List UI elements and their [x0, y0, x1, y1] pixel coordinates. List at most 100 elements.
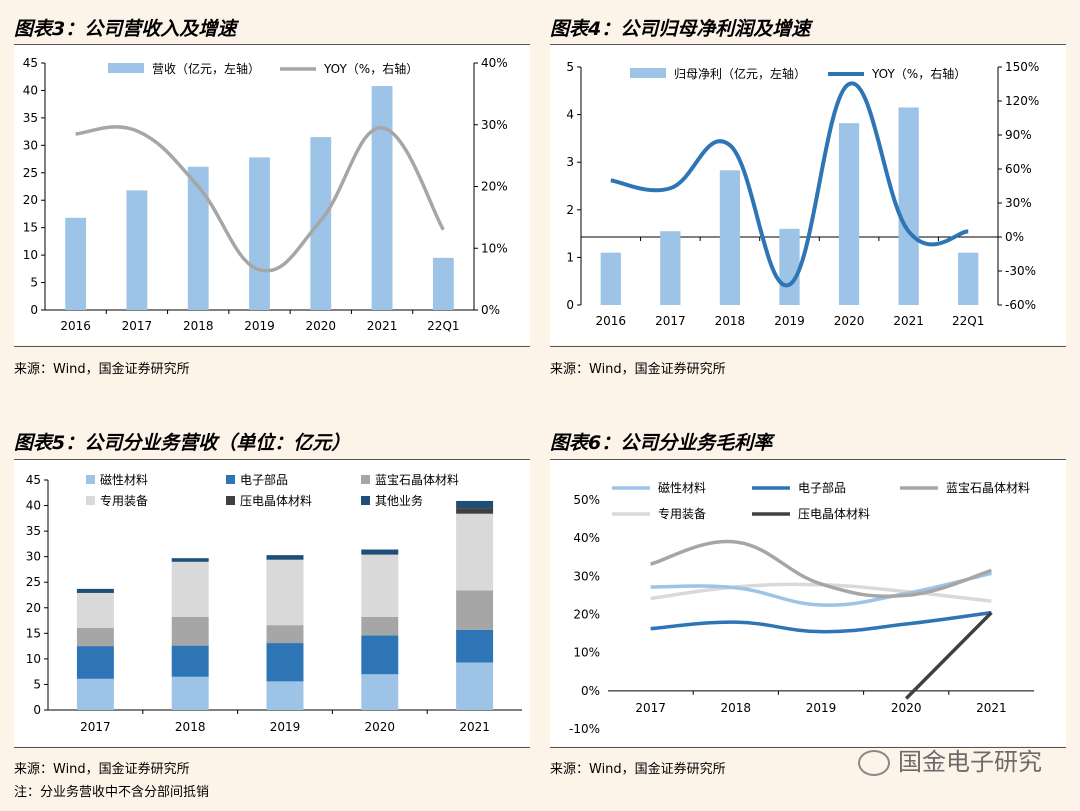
x-tick-label: 2017 — [655, 314, 686, 328]
left-tick-label: 30 — [23, 138, 38, 152]
x-tick-label: 2019 — [270, 720, 301, 734]
legend-label: 蓝宝石晶体材料 — [946, 481, 1030, 495]
stacked-bar-segment — [456, 629, 494, 663]
stacked-bar-segment — [266, 559, 304, 626]
legend-swatch — [86, 496, 95, 505]
bar — [432, 257, 454, 310]
panel2-bottom-rule — [550, 346, 1066, 347]
x-tick-label: 2019 — [244, 319, 275, 333]
left-tick-label: 50% — [573, 493, 600, 507]
right-tick-label: 90% — [1005, 128, 1032, 142]
left-tick-label: -10% — [569, 722, 600, 736]
stacked-bar-segment — [361, 635, 399, 675]
x-tick-label: 2020 — [365, 720, 396, 734]
left-tick-label: 2 — [566, 203, 574, 217]
legend-swatch — [86, 475, 95, 484]
x-tick-label: 2021 — [459, 720, 490, 734]
left-tick-label: 1 — [566, 250, 574, 264]
legend-label-line: YOY（%，右轴） — [323, 61, 418, 76]
stacked-bar-segment — [456, 590, 494, 630]
legend-swatch-bar — [108, 63, 144, 73]
bar — [126, 190, 148, 310]
stacked-bar-segment — [361, 554, 399, 617]
bar — [600, 252, 621, 305]
x-tick-label: 2020 — [834, 314, 865, 328]
panel1-title: 图表3：公司营收入及增速 — [14, 18, 237, 40]
left-tick-label: 0 — [33, 703, 41, 717]
left-tick-label: 20 — [23, 193, 38, 207]
left-tick-label: 40 — [26, 499, 41, 513]
x-tick-label: 2019 — [806, 701, 837, 715]
stacked-bar-segment — [361, 674, 399, 710]
bar — [660, 231, 681, 305]
left-tick-label: 20 — [26, 601, 41, 615]
left-tick-label: 10 — [23, 248, 38, 262]
x-tick-label: 2018 — [175, 720, 206, 734]
left-tick-label: 45 — [23, 56, 38, 70]
x-tick-label: 2018 — [715, 314, 746, 328]
right-tick-label: 20% — [481, 180, 508, 194]
right-tick-label: -60% — [1005, 298, 1036, 312]
left-tick-label: 15 — [26, 626, 41, 640]
stacked-bar-segment — [76, 627, 114, 647]
left-tick-label: 3 — [566, 155, 574, 169]
panel3-source: 来源：Wind，国金证券研究所 — [14, 762, 190, 777]
stacked-bar-segment — [171, 561, 209, 617]
stacked-bar-segment — [76, 678, 114, 710]
left-tick-label: 25 — [23, 166, 38, 180]
right-tick-label: 60% — [1005, 162, 1032, 176]
stacked-bar-segment — [171, 645, 209, 677]
bar — [187, 166, 209, 310]
left-tick-label: 0 — [566, 298, 574, 312]
left-tick-label: 5 — [30, 276, 38, 290]
stacked-bar-segment — [266, 681, 304, 710]
wechat-icon — [858, 750, 890, 776]
bar — [371, 86, 393, 310]
x-tick-label: 2020 — [306, 319, 337, 333]
stacked-bar-segment — [76, 646, 114, 679]
stacked-bar-segment — [456, 508, 494, 514]
left-tick-label: 10% — [573, 646, 600, 660]
bar — [779, 228, 800, 305]
panel3-note: 注：分业务营收中不含分部间抵销 — [14, 785, 210, 800]
legend-swatch — [226, 475, 235, 484]
left-tick-label: 40% — [573, 531, 600, 545]
stacked-bar-segment — [456, 500, 494, 509]
right-tick-label: 150% — [1005, 60, 1039, 74]
stacked-bar-segment — [456, 662, 494, 710]
stacked-bar-segment — [266, 625, 304, 644]
series-line — [650, 571, 992, 607]
right-tick-label: 0% — [481, 303, 500, 317]
left-tick-label: 35 — [23, 111, 38, 125]
panel2-title: 图表4：公司归母净利润及增速 — [550, 18, 811, 40]
panel4-top-rule — [550, 459, 1066, 460]
panel3-chart: 0 5 10 15 20 25 30 35 40 45 2017 2018 2019 2020 2021 磁性… — [26, 472, 522, 734]
watermark-text: 国金电子研究 — [898, 748, 1042, 776]
legend-swatch — [361, 475, 370, 484]
panel3-chart-area: 0 5 10 15 20 25 30 35 40 45 2017 2018 2019 2020 2021 磁性… — [14, 460, 530, 746]
right-tick-label: -30% — [1005, 264, 1036, 278]
bar — [838, 123, 860, 305]
x-tick-label: 2019 — [774, 314, 805, 328]
x-tick-label: 2017 — [635, 701, 666, 715]
legend-label: 其他业务 — [375, 493, 423, 508]
x-tick-label: 2017 — [80, 720, 111, 734]
stacked-bar-segment — [361, 616, 399, 636]
x-tick-label: 2018 — [721, 701, 752, 715]
x-tick-label: 2017 — [122, 319, 153, 333]
right-tick-label: 120% — [1005, 94, 1039, 108]
panel1-top-rule — [14, 44, 530, 45]
yoy-line — [75, 125, 445, 273]
series-line — [904, 611, 993, 700]
legend-label: 专用装备 — [100, 493, 148, 508]
right-tick-label: 40% — [481, 56, 508, 70]
left-tick-label: 0 — [30, 303, 38, 317]
legend-label: 磁性材料 — [658, 480, 706, 495]
left-tick-label: 40 — [23, 83, 38, 97]
bar — [249, 157, 270, 310]
stacked-bar-segment — [171, 676, 209, 710]
left-tick-label: 5 — [566, 60, 574, 74]
panel1-bottom-rule — [14, 346, 530, 347]
yoy-line — [610, 81, 969, 288]
panel1-chart-area: 0 5 10 15 20 25 30 35 40 45 0% 10% 20% 30% 40% 2016 2017… — [14, 45, 530, 345]
